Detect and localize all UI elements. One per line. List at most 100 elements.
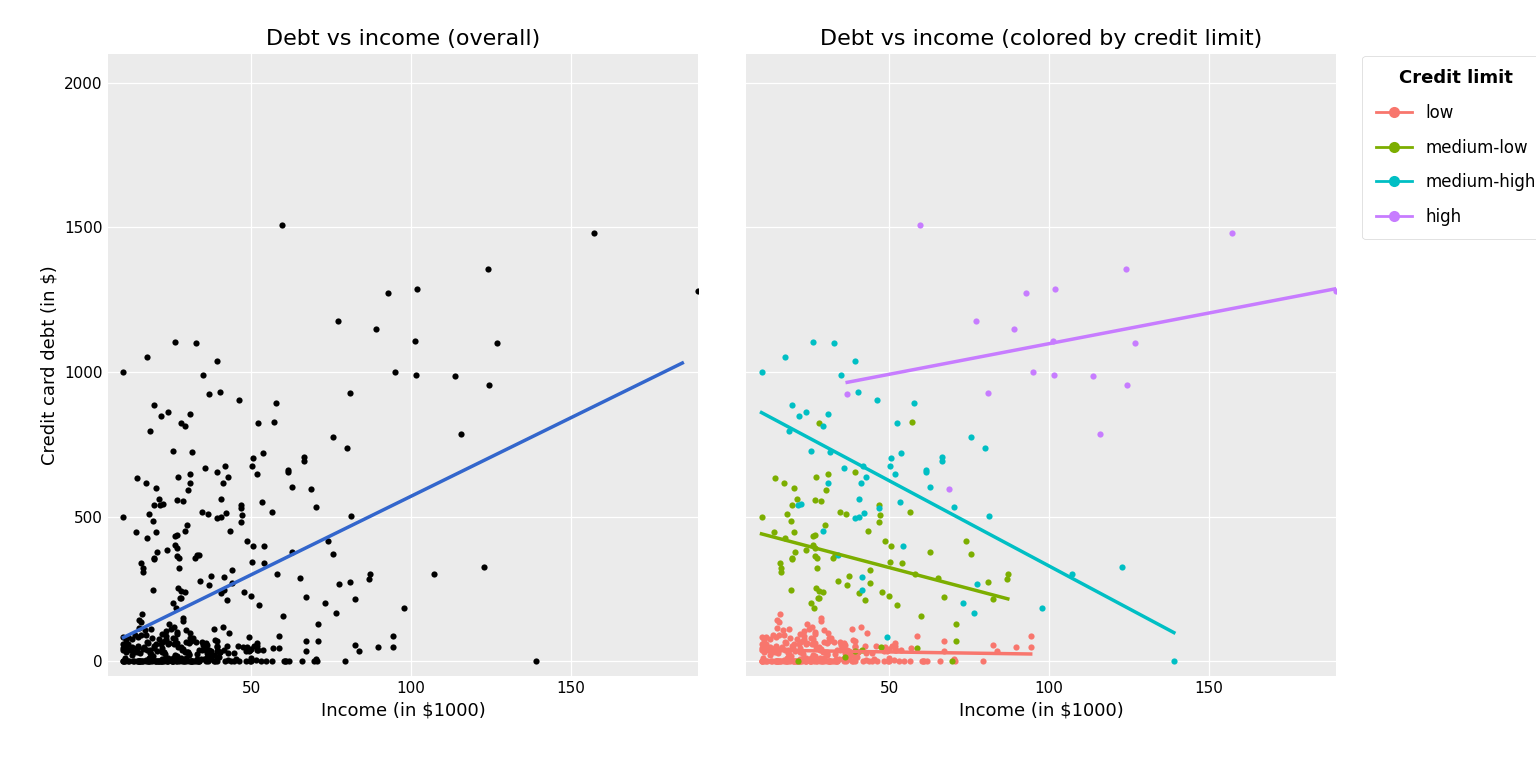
Point — [840, 655, 865, 667]
Point — [235, 535, 260, 547]
Point — [929, 455, 954, 467]
Point — [135, 636, 160, 648]
Point — [184, 647, 209, 660]
Point — [154, 624, 178, 637]
Point — [260, 506, 284, 518]
Point — [141, 640, 166, 652]
Point — [825, 548, 849, 561]
Point — [951, 597, 975, 609]
Point — [836, 650, 860, 663]
Point — [163, 649, 187, 661]
Point — [782, 546, 806, 558]
Point — [774, 637, 799, 650]
Point — [422, 568, 447, 580]
Point — [833, 639, 857, 651]
Point — [768, 643, 793, 655]
Point — [928, 655, 952, 667]
Point — [846, 493, 871, 505]
Point — [777, 632, 802, 644]
Point — [287, 571, 312, 584]
Point — [151, 645, 175, 657]
Point — [903, 568, 928, 580]
Point — [851, 655, 876, 667]
Point — [315, 535, 339, 548]
Point — [127, 655, 152, 667]
Point — [306, 618, 330, 631]
Point — [879, 459, 903, 472]
Point — [138, 623, 163, 635]
Point — [141, 515, 166, 527]
Point — [169, 585, 194, 598]
Point — [131, 608, 155, 621]
Point — [187, 548, 212, 561]
Point — [112, 652, 137, 664]
Point — [442, 369, 467, 382]
Point — [197, 388, 221, 400]
Point — [233, 645, 258, 657]
Point — [1123, 337, 1147, 349]
Point — [1060, 568, 1084, 580]
Point — [121, 655, 146, 667]
Point — [825, 655, 849, 667]
Point — [149, 645, 174, 657]
Point — [788, 655, 813, 667]
Point — [195, 650, 220, 663]
Point — [770, 641, 794, 653]
Point — [751, 634, 776, 647]
Point — [151, 498, 175, 510]
Point — [115, 655, 140, 667]
Point — [773, 351, 797, 363]
Point — [803, 494, 828, 506]
Point — [985, 645, 1009, 657]
Point — [201, 623, 226, 635]
Point — [763, 642, 788, 654]
Point — [149, 410, 174, 422]
Point — [859, 564, 883, 577]
Point — [942, 653, 966, 665]
Point — [872, 535, 897, 547]
Point — [161, 445, 186, 458]
Point — [157, 652, 181, 664]
Point — [140, 632, 164, 644]
Point — [1114, 263, 1138, 275]
Point — [868, 508, 892, 521]
Point — [164, 529, 189, 541]
Point — [963, 315, 988, 327]
Point — [161, 652, 186, 664]
Point — [194, 462, 218, 474]
Point — [338, 387, 362, 399]
Point — [820, 552, 845, 564]
Point — [819, 655, 843, 667]
Legend: low, medium-low, medium-high, high: low, medium-low, medium-high, high — [1362, 56, 1536, 239]
Point — [114, 655, 138, 667]
Point — [127, 655, 152, 667]
Point — [757, 641, 782, 654]
Point — [174, 652, 198, 664]
Point — [141, 498, 166, 511]
Point — [144, 546, 169, 558]
Point — [791, 624, 816, 637]
Point — [244, 468, 269, 480]
Point — [238, 655, 263, 667]
Point — [773, 629, 797, 641]
Point — [207, 646, 232, 658]
Point — [215, 640, 240, 652]
Point — [343, 639, 367, 651]
Point — [227, 655, 252, 667]
Point — [790, 655, 814, 667]
Point — [246, 644, 270, 656]
Point — [312, 597, 336, 609]
Point — [170, 615, 195, 627]
Point — [209, 511, 233, 523]
Point — [837, 570, 862, 582]
Point — [828, 505, 852, 518]
Point — [143, 655, 167, 667]
Point — [786, 637, 811, 650]
Point — [914, 655, 938, 667]
Point — [210, 477, 235, 489]
Point — [141, 584, 166, 596]
Point — [780, 399, 805, 411]
Point — [166, 472, 190, 484]
Point — [249, 655, 273, 667]
Point — [223, 655, 247, 667]
